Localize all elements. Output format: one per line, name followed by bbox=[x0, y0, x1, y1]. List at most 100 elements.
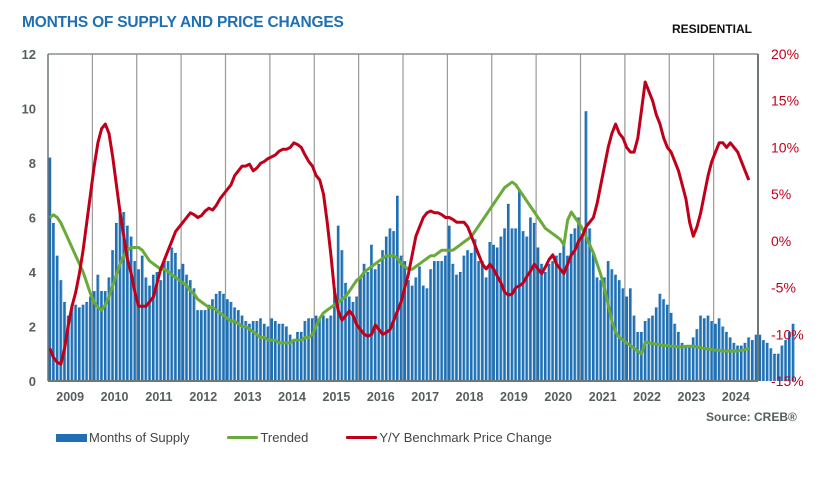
bar-highlight bbox=[305, 322, 307, 381]
bar bbox=[521, 231, 525, 381]
bar bbox=[636, 331, 640, 381]
bar-highlight bbox=[571, 234, 573, 381]
bar-highlight bbox=[338, 226, 340, 381]
bar bbox=[388, 228, 392, 381]
bar-highlight bbox=[486, 278, 488, 381]
bar bbox=[270, 318, 274, 381]
x-tick-label: 2015 bbox=[323, 390, 351, 404]
bar-series-months-of-supply bbox=[48, 111, 795, 381]
y-left-tick-label: 4 bbox=[29, 265, 37, 280]
bar bbox=[510, 228, 514, 381]
bar bbox=[758, 334, 762, 381]
bar bbox=[148, 285, 152, 381]
bar-highlight bbox=[290, 335, 292, 381]
bar bbox=[163, 261, 166, 381]
bar bbox=[473, 239, 477, 381]
bar-highlight bbox=[283, 324, 285, 381]
bar bbox=[732, 342, 736, 381]
bar bbox=[59, 280, 63, 381]
bar bbox=[540, 263, 544, 381]
bar bbox=[558, 252, 562, 381]
bar bbox=[451, 263, 455, 381]
bar bbox=[499, 236, 503, 381]
bar bbox=[414, 277, 418, 381]
bar-highlight bbox=[298, 332, 300, 381]
bar bbox=[625, 296, 629, 381]
bar bbox=[536, 247, 540, 381]
bar-highlight bbox=[398, 196, 400, 381]
y-right-tick-label: 20% bbox=[771, 46, 799, 62]
bar-highlight bbox=[412, 286, 414, 381]
bar-highlight bbox=[457, 275, 459, 381]
bar-highlight bbox=[135, 262, 137, 381]
bar bbox=[432, 261, 436, 381]
bar bbox=[410, 285, 414, 381]
bar-highlight bbox=[301, 332, 303, 381]
bar bbox=[277, 323, 281, 381]
bar-highlight bbox=[542, 264, 544, 381]
bar-highlight bbox=[745, 343, 747, 381]
x-tick-label: 2010 bbox=[101, 390, 129, 404]
line-price-change bbox=[48, 80, 751, 366]
bar-highlight bbox=[131, 237, 133, 381]
bar bbox=[773, 353, 776, 381]
plot-frame bbox=[47, 53, 759, 382]
bar bbox=[547, 263, 551, 381]
bar-highlight bbox=[523, 232, 525, 381]
bar-highlight bbox=[409, 281, 411, 381]
y-left-tick-label: 8 bbox=[29, 156, 36, 171]
legend-label: Y/Y Benchmark Price Change bbox=[379, 430, 552, 445]
bar-highlight bbox=[549, 264, 551, 381]
bar bbox=[114, 222, 118, 381]
bar bbox=[170, 247, 174, 381]
bar-highlight bbox=[161, 281, 163, 381]
bar bbox=[133, 261, 137, 381]
bar bbox=[529, 217, 532, 381]
bar bbox=[222, 293, 225, 381]
legend: Months of Supply Trended Y/Y Benchmark P… bbox=[56, 430, 590, 445]
bar bbox=[259, 318, 262, 381]
bar-highlight bbox=[475, 240, 477, 381]
bar-highlight bbox=[117, 223, 118, 381]
bar bbox=[137, 269, 140, 381]
chart-title: MONTHS OF SUPPLY AND PRICE CHANGES bbox=[22, 14, 344, 31]
bar bbox=[333, 288, 336, 381]
bar-highlight bbox=[638, 332, 640, 381]
bar-highlight bbox=[68, 316, 70, 381]
bar bbox=[66, 315, 70, 381]
x-tick-label: 2013 bbox=[234, 390, 262, 404]
bar bbox=[762, 340, 765, 381]
x-tick-label: 2021 bbox=[589, 390, 617, 404]
bar-highlight bbox=[61, 281, 63, 381]
bar-highlight bbox=[105, 292, 107, 381]
bar bbox=[166, 261, 170, 381]
x-tick-label: 2019 bbox=[500, 390, 528, 404]
bar-highlight bbox=[468, 251, 470, 381]
bar bbox=[100, 291, 103, 381]
x-tick-label: 2023 bbox=[678, 390, 706, 404]
bar-highlight bbox=[179, 270, 181, 381]
bar bbox=[70, 304, 74, 381]
bar-highlight bbox=[730, 338, 732, 381]
bar-highlight bbox=[250, 324, 252, 381]
bar bbox=[580, 233, 584, 381]
bar-highlight bbox=[213, 300, 215, 381]
bar-highlight bbox=[601, 281, 603, 381]
bar bbox=[292, 340, 296, 381]
bar bbox=[555, 255, 558, 381]
bar bbox=[647, 318, 651, 381]
bar-highlight bbox=[368, 273, 370, 381]
y-axis-right: -15% -10% -5% 0% 5% 10% 15% 20% bbox=[771, 46, 804, 389]
bar bbox=[296, 331, 299, 381]
bar-highlight bbox=[509, 204, 510, 381]
bar-highlight bbox=[682, 343, 684, 381]
bar bbox=[299, 331, 303, 381]
bar-highlight bbox=[693, 338, 695, 381]
bar-highlight bbox=[287, 327, 289, 381]
bar-highlight bbox=[154, 275, 155, 381]
bar bbox=[769, 348, 773, 381]
bar bbox=[484, 277, 488, 381]
bar bbox=[584, 111, 588, 381]
bar-highlight bbox=[276, 322, 277, 381]
